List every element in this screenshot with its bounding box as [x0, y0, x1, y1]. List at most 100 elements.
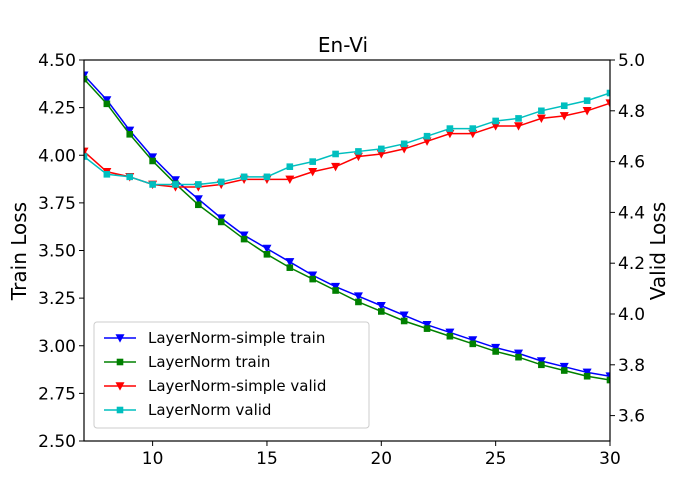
series-1-point-7 [240, 235, 248, 243]
y-right-tick-label-1: 3.8 [618, 356, 645, 376]
series-3-point-15 [423, 132, 431, 140]
legend: LayerNorm-simple train LayerNorm train Lay… [93, 321, 370, 429]
series-3-point-13 [378, 145, 385, 153]
series-3-point-4 [172, 181, 179, 188]
series-1-point-8 [263, 251, 271, 258]
series-1-point-10 [309, 275, 316, 283]
series-0-point-10 [308, 271, 318, 280]
series-1-point-2 [126, 130, 134, 138]
series-line-0 [84, 74, 610, 377]
chart-title: En-Vi [318, 33, 368, 57]
y-left-tick-label-5: 3.75 [38, 194, 76, 214]
series-1-point-11 [332, 287, 339, 294]
y-right-tick-label-7: 5.0 [618, 51, 645, 71]
series-1-point-16 [446, 332, 454, 340]
series-3-point-21 [560, 102, 568, 110]
y-left-tick-label-3: 3.25 [38, 289, 76, 309]
series-3-point-10 [309, 158, 316, 165]
series-0-point-13 [376, 301, 386, 311]
series-3-point-18 [492, 117, 499, 125]
series-0-point-12 [353, 292, 363, 301]
series-line-2 [84, 102, 610, 188]
series-0-point-1 [102, 96, 112, 105]
series-2-point-11 [331, 162, 341, 172]
series-2-point-21 [559, 112, 569, 121]
series-1-point-14 [400, 317, 408, 325]
series-3-point-5 [195, 181, 202, 188]
series-1-point-1 [103, 100, 111, 108]
y-left-tick-label-6: 4.00 [38, 146, 76, 166]
series-1-point-22 [583, 372, 591, 380]
series-0-point-18 [491, 343, 501, 353]
legend-marker-1 [116, 358, 124, 366]
x-tick-label-2: 20 [370, 449, 392, 469]
legend-marker-3 [116, 406, 124, 414]
series-3-point-12 [355, 148, 362, 155]
series-1-point-15 [423, 325, 431, 332]
y-left-tick-label-1: 2.75 [38, 384, 76, 404]
series-3-point-9 [286, 163, 294, 170]
legend-marker-0 [115, 334, 125, 343]
series-2-point-23 [605, 99, 610, 108]
series-0-point-20 [536, 357, 546, 366]
series-0-point-22 [582, 368, 592, 378]
series-3-point-20 [538, 107, 545, 115]
legend-label-0: LayerNorm-simple train [148, 329, 325, 347]
series-3-point-22 [583, 97, 591, 104]
series-0-point-21 [559, 362, 569, 372]
series-3-point-17 [469, 125, 477, 132]
series-0-point-16 [445, 328, 455, 338]
series-0-point-9 [285, 258, 295, 267]
series-1-point-6 [217, 218, 225, 226]
axes-layer: 10 15 20 25 30 2.50 2.75 3.00 3.25 3.50 3.75 4.00 4.… [38, 51, 645, 469]
series-0-point-4 [170, 176, 180, 185]
legend-marker-2 [115, 382, 125, 391]
series-3-point-2 [126, 173, 134, 181]
series-0-point-7 [239, 231, 249, 240]
y-left-tick-label-0: 2.50 [38, 432, 76, 452]
x-tick-label-1: 15 [256, 449, 278, 469]
series-3-point-14 [400, 140, 408, 148]
series-1-point-21 [560, 367, 568, 374]
series-2-point-10 [308, 167, 318, 177]
series-0-point-14 [399, 311, 409, 320]
series-1-point-20 [538, 361, 545, 369]
series-0-point-6 [216, 214, 226, 223]
x-tick-label-3: 25 [485, 449, 507, 469]
y-right-tick-label-4: 4.4 [618, 203, 645, 223]
series-1-point-3 [149, 157, 156, 165]
series-0-point-5 [193, 195, 203, 204]
series-1-point-17 [469, 340, 477, 348]
y-right-tick-label-0: 3.6 [618, 407, 645, 427]
series-2-point-22 [582, 107, 592, 116]
series-1-point-13 [378, 308, 385, 315]
series-3-point-0 [84, 153, 88, 160]
series-1-point-9 [286, 264, 294, 271]
y-right-tick-label-5: 4.6 [618, 153, 645, 173]
series-3-point-19 [515, 115, 522, 122]
y-right-tick-label-3: 4.2 [618, 254, 645, 274]
series-0-point-19 [514, 349, 524, 359]
series-3-point-7 [240, 173, 248, 181]
series-2-point-9 [285, 175, 295, 185]
series-0-point-17 [468, 336, 478, 345]
series-1-point-0 [84, 75, 88, 83]
legend-label-3: LayerNorm valid [148, 401, 271, 419]
series-line-1 [84, 78, 610, 381]
y-left-tick-label-8: 4.50 [38, 51, 76, 71]
series-2-point-20 [536, 114, 546, 124]
y-left-tick-label-7: 4.25 [38, 99, 76, 119]
legend-label-1: LayerNorm train [148, 353, 270, 371]
series-1-point-18 [492, 348, 499, 355]
y-left-tick-label-4: 3.50 [38, 242, 76, 262]
series-1-point-12 [355, 298, 362, 306]
series-3-point-6 [217, 178, 225, 186]
legend-label-2: LayerNorm-simple valid [148, 377, 326, 395]
y-axis-right-label: Valid Loss [646, 202, 670, 300]
series-1-point-19 [515, 353, 522, 361]
y-left-tick-label-2: 3.00 [38, 337, 76, 357]
series-3-point-1 [103, 171, 111, 178]
y-right-tick-label-6: 4.8 [618, 102, 645, 122]
